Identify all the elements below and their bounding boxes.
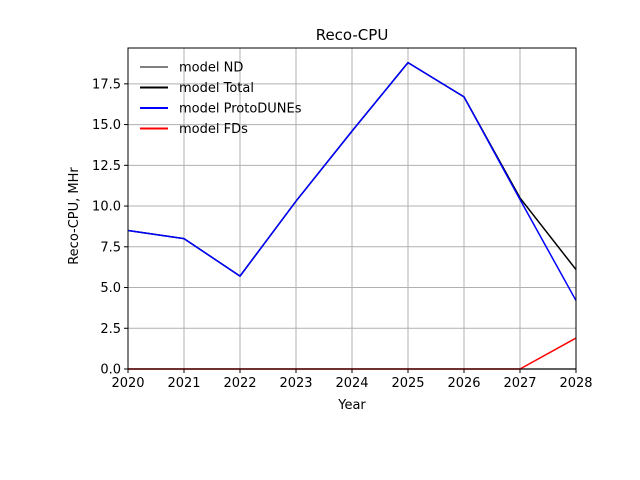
y-tick-label: 15.0	[92, 118, 121, 133]
y-tick-label: 10.0	[92, 200, 121, 215]
x-tick-label: 2022	[223, 376, 256, 391]
x-tick-label: 2025	[391, 376, 424, 391]
x-tick-labels: 2020 2021 2022 2023 2024 2025 2026 2027 2028	[111, 376, 592, 391]
x-axis-label: Year	[337, 398, 366, 413]
grid-lines	[127, 48, 577, 370]
y-tick-label: 2.5	[100, 322, 121, 337]
x-tick-label: 2021	[167, 376, 200, 391]
x-tick-label: 2028	[559, 376, 592, 391]
axis-ticks	[124, 83, 577, 373]
x-tick-label: 2020	[111, 376, 144, 391]
series-line-model-protodunes	[127, 61, 577, 301]
legend: model ND model Total model ProtoDUNEs model…	[140, 61, 302, 137]
x-tick-label: 2023	[279, 376, 312, 391]
y-tick-label: 17.5	[92, 77, 121, 92]
x-tick-label: 2027	[503, 376, 536, 391]
x-tick-label: 2026	[447, 376, 480, 391]
legend-label-model-fds: model FDs	[179, 122, 248, 137]
y-tick-label: 0.0	[100, 363, 121, 378]
y-tick-labels: 0.0 2.5 5.0 7.5 10.0 12.5 15.0 17.5	[92, 77, 121, 377]
legend-label-model-nd: model ND	[179, 61, 243, 76]
y-tick-label: 7.5	[100, 240, 121, 255]
y-axis-label: Reco-CPU, MHr	[67, 167, 82, 265]
y-tick-label: 12.5	[92, 159, 121, 174]
chart-title: Reco-CPU	[316, 26, 389, 44]
x-tick-label: 2024	[335, 376, 368, 391]
legend-label-model-protodunes: model ProtoDUNEs	[179, 102, 302, 117]
legend-label-model-total: model Total	[179, 81, 254, 96]
y-tick-label: 5.0	[100, 281, 121, 296]
